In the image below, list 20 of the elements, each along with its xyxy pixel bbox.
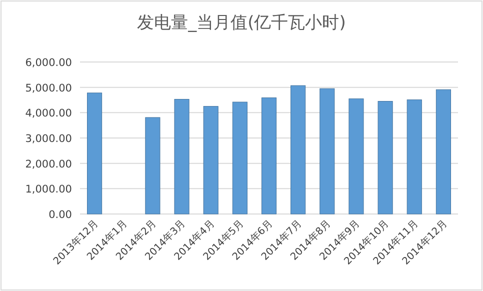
bar bbox=[174, 98, 190, 214]
bar bbox=[320, 88, 335, 214]
y-tick-label: 6,000.00 bbox=[25, 57, 72, 69]
bar bbox=[232, 102, 248, 214]
bar bbox=[406, 99, 422, 214]
bar bbox=[436, 89, 451, 214]
bar bbox=[290, 85, 306, 214]
y-tick-label: 2,000.00 bbox=[25, 158, 72, 170]
bar bbox=[378, 101, 393, 214]
bar bbox=[348, 98, 364, 214]
bar bbox=[261, 97, 277, 214]
bar bbox=[145, 117, 160, 214]
y-tick-label: 5,000.00 bbox=[25, 82, 72, 94]
y-tick-label: 0.00 bbox=[48, 209, 72, 221]
y-tick-label: 1,000.00 bbox=[25, 184, 72, 196]
bar bbox=[203, 106, 218, 214]
y-tick-label: 3,000.00 bbox=[25, 133, 72, 145]
y-tick-label: 4,000.00 bbox=[25, 108, 72, 120]
chart-title: 发电量_当月值(亿千瓦小时) bbox=[137, 13, 346, 33]
bar bbox=[87, 92, 102, 214]
